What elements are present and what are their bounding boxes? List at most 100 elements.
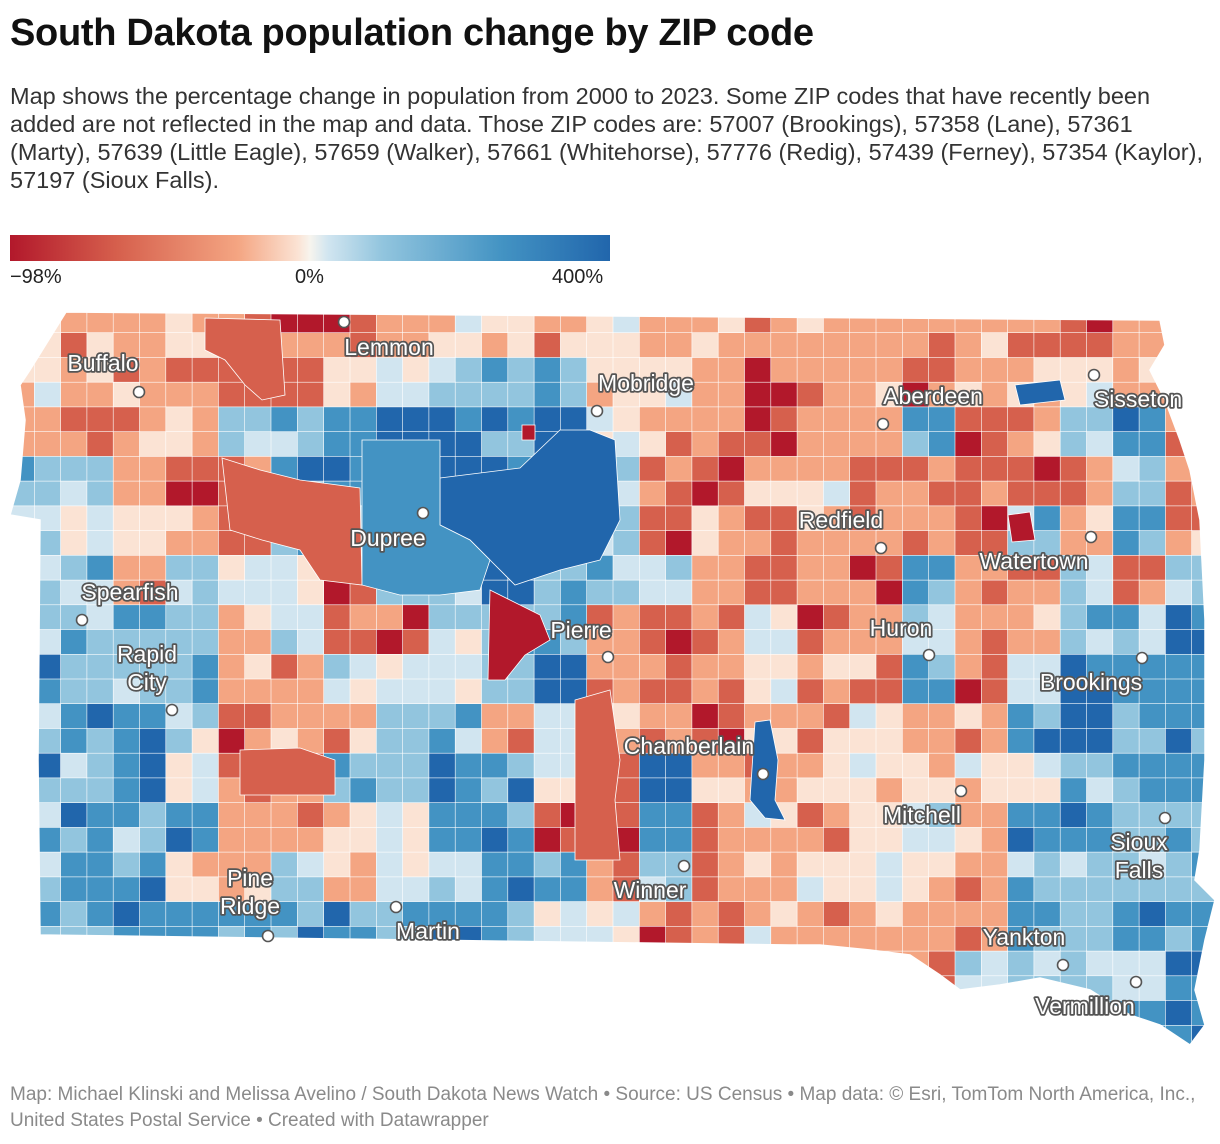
zip-region — [270, 1000, 299, 1026]
zip-region — [1033, 901, 1061, 927]
zip-region — [428, 876, 456, 903]
zip-region — [323, 629, 351, 655]
zip-region — [165, 456, 193, 482]
zip-region — [717, 752, 746, 779]
zip-region — [770, 827, 798, 853]
zip-region — [770, 332, 798, 359]
zip-region — [165, 332, 193, 359]
zip-region — [244, 629, 272, 655]
zip-region — [165, 925, 193, 952]
zip-region — [954, 431, 983, 458]
zip-region — [928, 728, 956, 754]
zip-region — [1191, 312, 1215, 334]
zip-region — [717, 1025, 746, 1045]
zip-region — [849, 332, 877, 359]
zip-region — [1007, 703, 1035, 730]
zip-region — [10, 653, 36, 680]
zip-region — [533, 925, 562, 952]
zip-region — [112, 752, 141, 779]
zip-region — [375, 629, 404, 655]
zip-region — [218, 554, 246, 581]
city-label-line: Watertown — [979, 548, 1088, 574]
zip-region — [481, 431, 509, 458]
zip-region — [638, 1025, 667, 1045]
zip-region — [239, 747, 336, 796]
zip-region — [86, 480, 114, 507]
city-label-sioux-falls: Sioux Falls — [1110, 829, 1168, 883]
zip-region — [1007, 554, 1035, 581]
zip-region — [586, 1000, 614, 1026]
zip-region — [270, 1025, 299, 1045]
zip-region — [717, 332, 746, 359]
zip-region — [770, 653, 798, 680]
zip-region — [717, 802, 746, 829]
city-label-line: Falls — [1115, 857, 1164, 883]
zip-region — [638, 777, 667, 804]
zip-region — [954, 802, 983, 829]
zip-region — [849, 851, 877, 878]
zip-region — [875, 357, 904, 383]
zip-region — [638, 629, 667, 655]
zip-region — [717, 950, 746, 977]
zip-region — [586, 381, 614, 408]
zip-region — [1191, 406, 1215, 433]
zip-region — [191, 653, 220, 680]
zip-region — [139, 901, 167, 927]
zip-region — [244, 1000, 272, 1026]
city-label-line: Chamberlain — [624, 733, 754, 759]
zip-region — [1033, 505, 1061, 532]
zip-region — [60, 950, 88, 977]
zip-region — [244, 950, 272, 977]
zip-region — [1138, 678, 1167, 705]
zip-region — [1112, 381, 1140, 408]
zip-region — [691, 728, 719, 754]
zip-region — [717, 554, 746, 581]
zip-region — [296, 901, 325, 927]
zip-region — [612, 975, 641, 1002]
zip-region — [270, 678, 299, 705]
zip-region — [744, 950, 772, 977]
zip-region — [638, 703, 667, 730]
zip-region — [665, 1025, 693, 1045]
zip-region — [86, 653, 114, 680]
zip-region — [586, 1025, 614, 1045]
legend-max-label: 400% — [552, 266, 604, 288]
zip-region — [1165, 480, 1193, 507]
city-label-mobridge: Mobridge — [598, 370, 694, 396]
zip-region — [823, 456, 851, 482]
city-label-mitchell: Mitchell — [883, 802, 961, 828]
zip-region — [691, 876, 719, 903]
zip-region — [60, 629, 88, 655]
city-label-redfield: Redfield — [799, 507, 883, 533]
zip-region — [112, 505, 141, 532]
zip-region — [665, 777, 693, 804]
city-label-rapid-city: Rapid City — [117, 641, 177, 695]
zip-region — [744, 678, 772, 705]
zip-region — [86, 728, 114, 754]
zip-region — [191, 901, 220, 927]
zip-region — [1033, 604, 1061, 631]
zip-region — [218, 728, 246, 754]
zip-region — [1059, 312, 1088, 334]
zip-region — [270, 802, 299, 829]
zip-region — [33, 851, 62, 878]
zip-region — [744, 925, 772, 952]
city-marker-spearfish — [75, 613, 89, 627]
zip-region — [165, 1000, 193, 1026]
zip-region — [86, 554, 114, 581]
zip-region — [796, 777, 825, 804]
zip-region — [717, 381, 746, 408]
zip-region — [402, 876, 430, 903]
zip-region — [1059, 332, 1088, 359]
zip-region — [244, 827, 272, 853]
zip-region — [1033, 312, 1061, 334]
zip-region — [770, 431, 798, 458]
zip-region — [849, 579, 877, 606]
zip-region — [349, 381, 378, 408]
zip-region — [954, 703, 983, 730]
zip-region — [980, 851, 1009, 878]
zip-region — [60, 777, 88, 804]
zip-region — [204, 317, 286, 401]
zip-region — [770, 1025, 798, 1045]
zip-region — [744, 332, 772, 359]
